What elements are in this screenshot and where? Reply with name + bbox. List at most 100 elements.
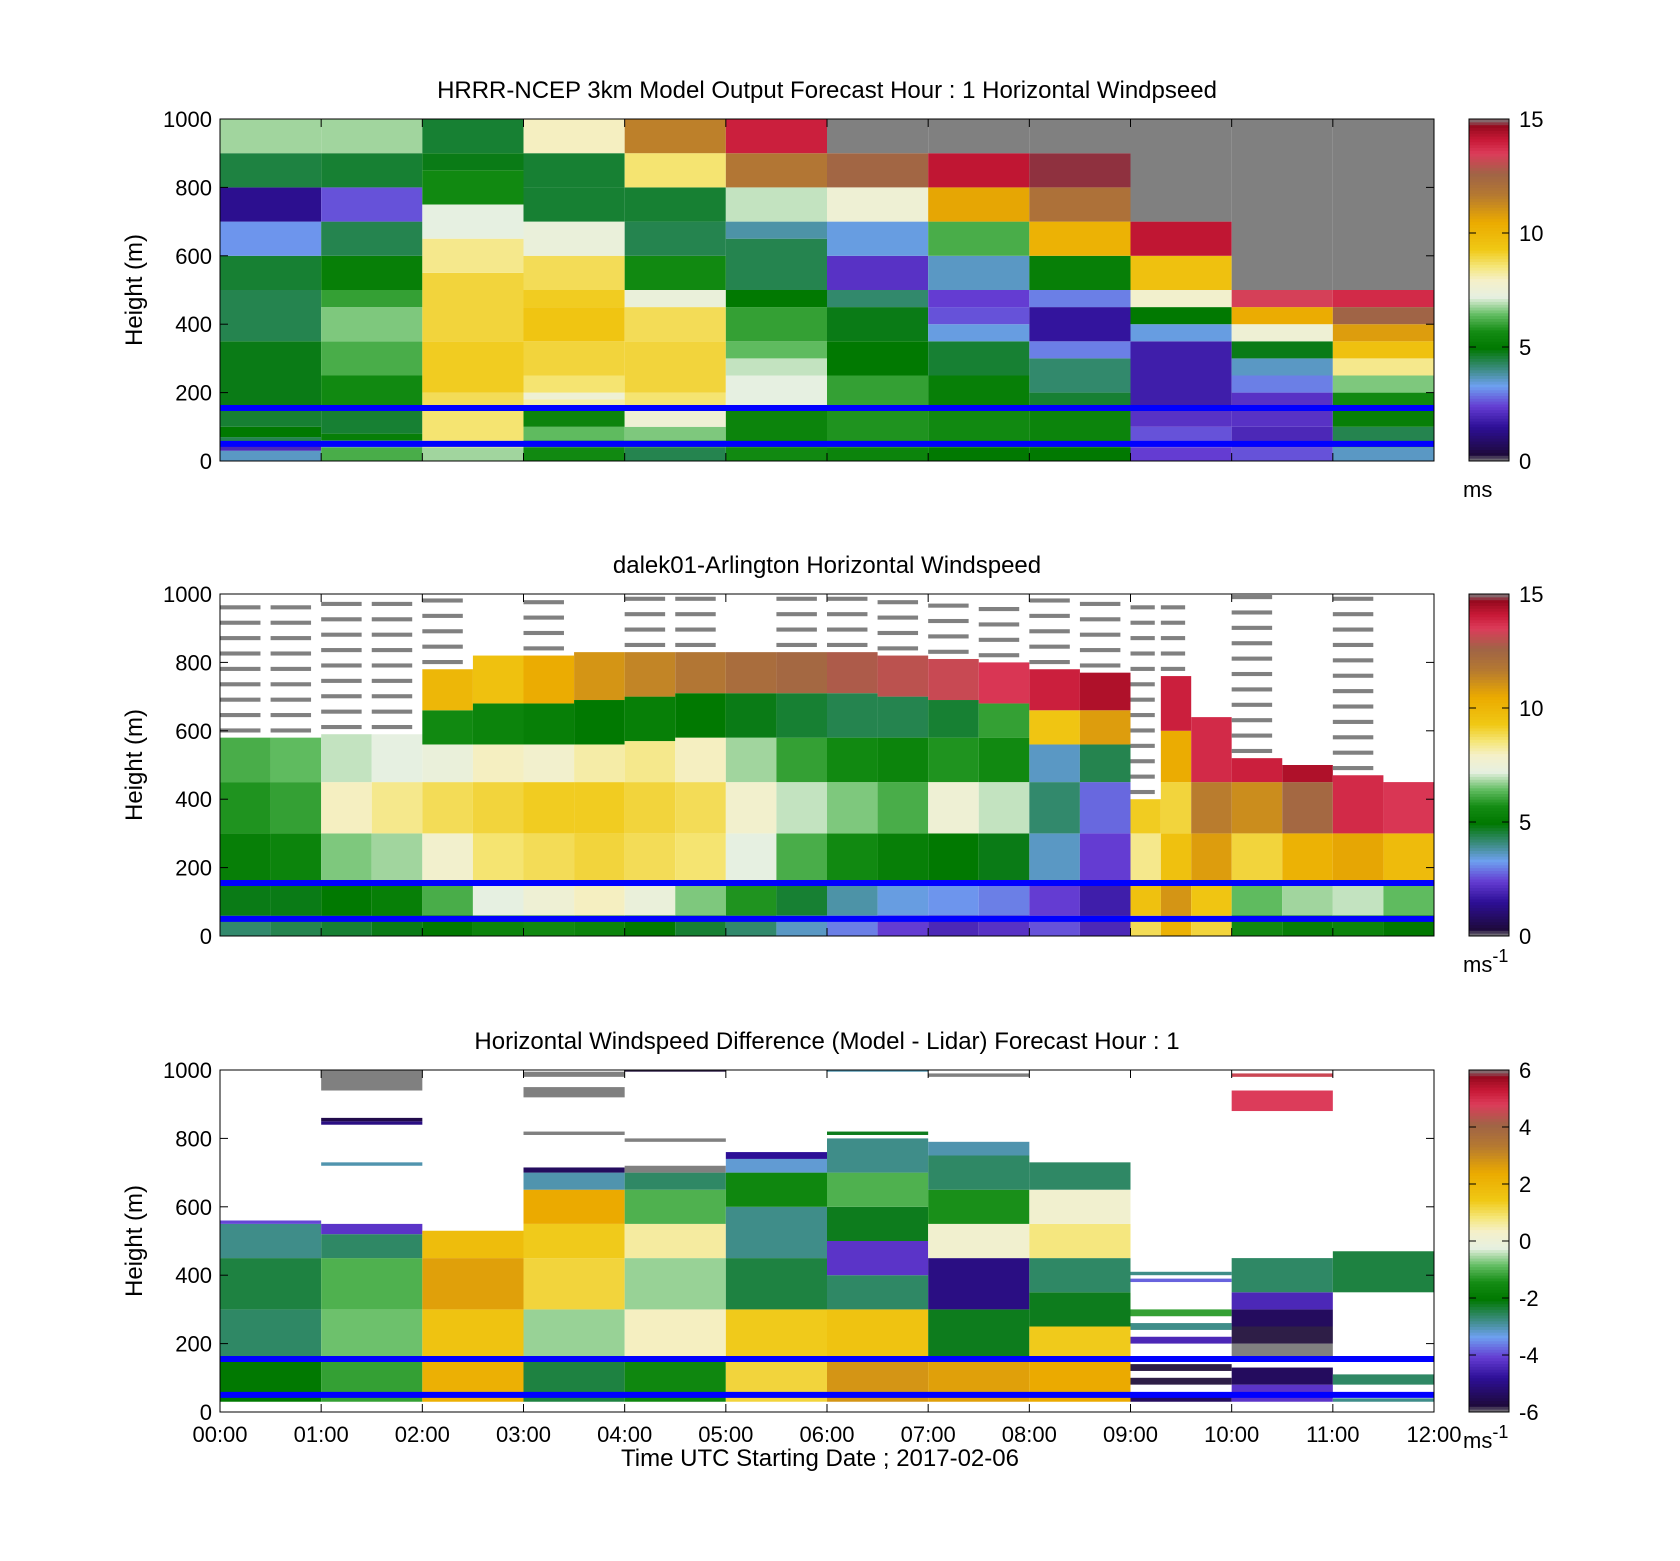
colorbar-swatch — [1469, 613, 1509, 618]
colorbar-swatch — [1469, 252, 1509, 257]
colorbar-swatch — [1469, 303, 1509, 308]
heatmap-cell — [422, 669, 473, 711]
heatmap-cell — [220, 443, 322, 451]
heatmap-cell — [1282, 833, 1333, 885]
heatmap-cell — [1029, 1223, 1131, 1259]
colorbar-swatch — [1469, 295, 1509, 300]
colorbar-swatch — [1469, 454, 1509, 459]
colorbar-swatch — [1469, 804, 1509, 809]
colorbar-swatch — [1469, 1177, 1509, 1182]
heatmap-cell — [725, 238, 827, 290]
heatmap-cell — [928, 255, 1030, 290]
heatmap-cell — [1332, 704, 1374, 709]
heatmap-cell — [928, 221, 1030, 256]
colorbar-swatch — [1469, 758, 1509, 763]
colorbar-swatch — [1469, 241, 1509, 245]
heatmap-cell — [321, 782, 372, 834]
colorbar-swatch — [1469, 1308, 1509, 1313]
colorbar-swatch — [1469, 1311, 1509, 1316]
heatmap-cell — [1231, 1292, 1333, 1310]
colorbar-tick-label: 6 — [1519, 1058, 1531, 1083]
heatmap-cell — [624, 596, 666, 601]
colorbar-swatch — [1469, 243, 1509, 248]
colorbar-swatch — [1469, 201, 1509, 205]
colorbar-swatch — [1469, 1314, 1509, 1319]
colorbar-swatch — [1469, 753, 1509, 757]
heatmap-cell — [321, 1070, 423, 1091]
heatmap-cell — [321, 1121, 423, 1125]
colorbar-swatch — [1469, 727, 1509, 732]
heatmap-cell — [523, 255, 625, 290]
difference-panel: 0 200 400 600 800 1000 00:00 01:00 02:00 03:00 04:… — [121, 1028, 1539, 1453]
colorbar-swatch — [1469, 283, 1509, 288]
colorbar-swatch — [1469, 1132, 1509, 1137]
colorbar-swatch — [1469, 1365, 1509, 1370]
colorbar-swatch — [1469, 1172, 1509, 1176]
colorbar-swatch — [1469, 1163, 1509, 1168]
heatmap-cell — [371, 884, 423, 916]
heatmap-cell — [321, 678, 362, 683]
colorbar-swatch — [1469, 329, 1509, 334]
heatmap-cell — [1231, 375, 1333, 393]
colorbar-swatch — [1469, 1129, 1509, 1134]
heatmap-cell — [1029, 613, 1070, 618]
colorbar-swatch — [1469, 266, 1509, 271]
colorbar-swatch — [1469, 707, 1509, 712]
heatmap-cell — [1029, 744, 1080, 783]
heatmap-cell — [220, 713, 261, 718]
colorbar-swatch — [1469, 272, 1509, 277]
colorbar-swatch — [1469, 915, 1509, 920]
heatmap-cell — [978, 703, 1030, 738]
heatmap-cell — [371, 734, 423, 783]
heatmap-cell — [422, 613, 463, 618]
colorbar-swatch — [1469, 1297, 1509, 1302]
colorbar-swatch — [1469, 810, 1509, 814]
colorbar-swatch — [1469, 127, 1509, 131]
heatmap-cell — [321, 433, 423, 441]
heatmap-cell — [1160, 676, 1192, 731]
colorbar-swatch — [1469, 607, 1509, 612]
heatmap-cell — [624, 1165, 726, 1173]
heatmap-cell — [422, 1258, 524, 1310]
colorbar-swatch — [1469, 1357, 1509, 1362]
heatmap-cell — [321, 632, 362, 637]
colorbar-swatch — [1469, 409, 1509, 414]
colorbar-tick-label: -2 — [1519, 1286, 1539, 1311]
heatmap-cell — [1029, 629, 1070, 634]
colorbar-unit-base: ms — [1463, 952, 1492, 977]
colorbar-swatch — [1469, 733, 1509, 737]
colorbar-swatch — [1469, 357, 1509, 362]
colorbar-swatch — [1469, 795, 1509, 800]
y-tick-label: 600 — [175, 244, 212, 269]
heatmap-cell — [776, 782, 827, 834]
heatmap-cell — [1231, 324, 1333, 342]
colorbar-swatch — [1469, 787, 1509, 792]
colorbar-swatch — [1469, 389, 1509, 394]
heatmap-cell — [1231, 595, 1273, 600]
heatmap-cell — [1332, 1251, 1434, 1293]
heatmap-cell — [422, 341, 524, 393]
colorbar-swatch — [1469, 360, 1509, 365]
colorbar-swatch — [1469, 392, 1509, 396]
heatmap-cell — [928, 603, 969, 608]
colorbar-swatch — [1469, 423, 1509, 428]
colorbar-swatch — [1469, 1120, 1509, 1125]
heatmap-cell — [725, 119, 827, 154]
colorbar-swatch — [1469, 278, 1509, 282]
colorbar-swatch — [1469, 1260, 1509, 1265]
heatmap-cell — [1231, 733, 1273, 738]
colorbar-swatch — [1469, 1180, 1509, 1185]
colorbar-swatch — [1469, 363, 1509, 368]
colorbar-swatch — [1469, 1135, 1509, 1139]
colorbar-swatch — [1469, 641, 1509, 646]
colorbar-swatch — [1469, 673, 1509, 678]
colorbar-swatch — [1469, 716, 1509, 720]
colorbar-tick-label: 5 — [1519, 335, 1531, 360]
colorbar-swatch — [1469, 158, 1509, 163]
heatmap-cell — [321, 1162, 423, 1166]
colorbar-swatch — [1469, 121, 1509, 126]
heatmap-cell — [422, 1309, 524, 1361]
heatmap-cell — [624, 1309, 726, 1361]
heatmap-cell — [1231, 119, 1333, 290]
heatmap-cell — [1332, 119, 1434, 290]
